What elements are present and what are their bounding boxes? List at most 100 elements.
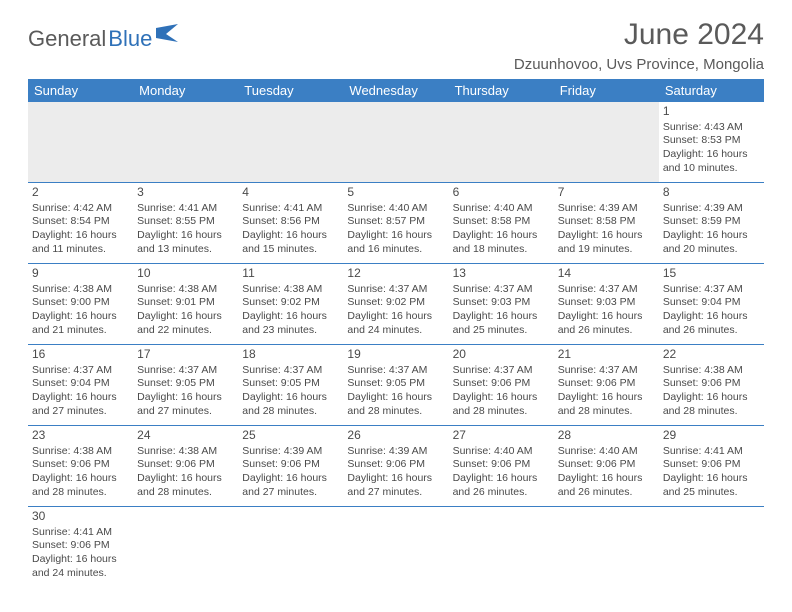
calendar-empty — [238, 507, 343, 588]
calendar-head: SundayMondayTuesdayWednesdayThursdayFrid… — [28, 79, 764, 102]
day-number: 16 — [32, 347, 129, 363]
calendar-empty — [343, 507, 448, 588]
daylight-text: Daylight: 16 hours — [242, 472, 339, 486]
calendar-week: 30Sunrise: 4:41 AMSunset: 9:06 PMDayligh… — [28, 507, 764, 588]
calendar-day: 17Sunrise: 4:37 AMSunset: 9:05 PMDayligh… — [133, 345, 238, 426]
daylight-text: and 25 minutes. — [663, 486, 760, 500]
sunset-text: Sunset: 9:06 PM — [558, 377, 655, 391]
sunset-text: Sunset: 9:04 PM — [32, 377, 129, 391]
daylight-text: and 27 minutes. — [347, 486, 444, 500]
day-number: 18 — [242, 347, 339, 363]
calendar-day: 29Sunrise: 4:41 AMSunset: 9:06 PMDayligh… — [659, 426, 764, 507]
day-header-row: SundayMondayTuesdayWednesdayThursdayFrid… — [28, 79, 764, 102]
sunset-text: Sunset: 9:06 PM — [137, 458, 234, 472]
daylight-text: and 20 minutes. — [663, 243, 760, 257]
calendar-empty — [659, 507, 764, 588]
sunset-text: Sunset: 9:03 PM — [453, 296, 550, 310]
sunrise-text: Sunrise: 4:41 AM — [663, 445, 760, 459]
sunrise-text: Sunrise: 4:37 AM — [347, 364, 444, 378]
day-number: 5 — [347, 185, 444, 201]
daylight-text: and 26 minutes. — [453, 486, 550, 500]
daylight-text: and 28 minutes. — [453, 405, 550, 419]
daylight-text: Daylight: 16 hours — [137, 391, 234, 405]
daylight-text: and 26 minutes. — [663, 324, 760, 338]
day-number: 21 — [558, 347, 655, 363]
sunrise-text: Sunrise: 4:37 AM — [558, 283, 655, 297]
daylight-text: and 13 minutes. — [137, 243, 234, 257]
daylight-text: and 16 minutes. — [347, 243, 444, 257]
daylight-text: Daylight: 16 hours — [32, 229, 129, 243]
day-header: Friday — [554, 79, 659, 102]
daylight-text: and 21 minutes. — [32, 324, 129, 338]
calendar-day: 21Sunrise: 4:37 AMSunset: 9:06 PMDayligh… — [554, 345, 659, 426]
calendar-day: 30Sunrise: 4:41 AMSunset: 9:06 PMDayligh… — [28, 507, 133, 588]
daylight-text: and 10 minutes. — [663, 162, 760, 176]
daylight-text: Daylight: 16 hours — [32, 472, 129, 486]
sunrise-text: Sunrise: 4:40 AM — [347, 202, 444, 216]
sunrise-text: Sunrise: 4:39 AM — [663, 202, 760, 216]
sunset-text: Sunset: 8:54 PM — [32, 215, 129, 229]
calendar-day: 9Sunrise: 4:38 AMSunset: 9:00 PMDaylight… — [28, 264, 133, 345]
daylight-text: Daylight: 16 hours — [663, 148, 760, 162]
daylight-text: Daylight: 16 hours — [663, 310, 760, 324]
sunrise-text: Sunrise: 4:43 AM — [663, 121, 760, 135]
day-header: Wednesday — [343, 79, 448, 102]
day-number: 12 — [347, 266, 444, 282]
title-block: June 2024 Dzuunhovoo, Uvs Province, Mong… — [514, 18, 764, 73]
sunset-text: Sunset: 9:01 PM — [137, 296, 234, 310]
sunset-text: Sunset: 9:02 PM — [347, 296, 444, 310]
brand-text-1: General — [28, 26, 106, 52]
daylight-text: and 28 minutes. — [242, 405, 339, 419]
sunrise-text: Sunrise: 4:39 AM — [347, 445, 444, 459]
daylight-text: Daylight: 16 hours — [558, 472, 655, 486]
sunset-text: Sunset: 8:58 PM — [453, 215, 550, 229]
daylight-text: Daylight: 16 hours — [663, 229, 760, 243]
calendar-day: 24Sunrise: 4:38 AMSunset: 9:06 PMDayligh… — [133, 426, 238, 507]
calendar-day: 13Sunrise: 4:37 AMSunset: 9:03 PMDayligh… — [449, 264, 554, 345]
day-number: 4 — [242, 185, 339, 201]
calendar-day: 15Sunrise: 4:37 AMSunset: 9:04 PMDayligh… — [659, 264, 764, 345]
calendar-week: 2Sunrise: 4:42 AMSunset: 8:54 PMDaylight… — [28, 183, 764, 264]
daylight-text: and 28 minutes. — [663, 405, 760, 419]
sunset-text: Sunset: 8:59 PM — [663, 215, 760, 229]
daylight-text: Daylight: 16 hours — [558, 229, 655, 243]
brand-logo: GeneralBlue — [28, 26, 182, 52]
day-number: 1 — [663, 104, 760, 120]
daylight-text: and 23 minutes. — [242, 324, 339, 338]
day-header: Monday — [133, 79, 238, 102]
page-header: GeneralBlue June 2024 Dzuunhovoo, Uvs Pr… — [28, 18, 764, 73]
calendar-day: 5Sunrise: 4:40 AMSunset: 8:57 PMDaylight… — [343, 183, 448, 264]
calendar-day: 1Sunrise: 4:43 AMSunset: 8:53 PMDaylight… — [659, 102, 764, 183]
day-number: 17 — [137, 347, 234, 363]
calendar-week: 23Sunrise: 4:38 AMSunset: 9:06 PMDayligh… — [28, 426, 764, 507]
day-number: 26 — [347, 428, 444, 444]
daylight-text: and 28 minutes. — [32, 486, 129, 500]
daylight-text: and 18 minutes. — [453, 243, 550, 257]
daylight-text: Daylight: 16 hours — [453, 472, 550, 486]
calendar-day: 8Sunrise: 4:39 AMSunset: 8:59 PMDaylight… — [659, 183, 764, 264]
daylight-text: Daylight: 16 hours — [137, 229, 234, 243]
day-number: 14 — [558, 266, 655, 282]
daylight-text: and 28 minutes. — [347, 405, 444, 419]
calendar-body: 1Sunrise: 4:43 AMSunset: 8:53 PMDaylight… — [28, 102, 764, 587]
sunset-text: Sunset: 9:05 PM — [137, 377, 234, 391]
day-number: 2 — [32, 185, 129, 201]
day-number: 25 — [242, 428, 339, 444]
calendar-day: 10Sunrise: 4:38 AMSunset: 9:01 PMDayligh… — [133, 264, 238, 345]
day-number: 6 — [453, 185, 550, 201]
brand-text-2: Blue — [108, 26, 152, 52]
calendar-empty — [554, 102, 659, 183]
day-number: 29 — [663, 428, 760, 444]
calendar-day: 2Sunrise: 4:42 AMSunset: 8:54 PMDaylight… — [28, 183, 133, 264]
sunset-text: Sunset: 9:06 PM — [453, 458, 550, 472]
sunrise-text: Sunrise: 4:42 AM — [32, 202, 129, 216]
daylight-text: Daylight: 16 hours — [242, 229, 339, 243]
day-number: 23 — [32, 428, 129, 444]
calendar-day: 19Sunrise: 4:37 AMSunset: 9:05 PMDayligh… — [343, 345, 448, 426]
day-number: 22 — [663, 347, 760, 363]
sunrise-text: Sunrise: 4:37 AM — [558, 364, 655, 378]
sunset-text: Sunset: 8:58 PM — [558, 215, 655, 229]
day-number: 30 — [32, 509, 129, 525]
calendar-week: 1Sunrise: 4:43 AMSunset: 8:53 PMDaylight… — [28, 102, 764, 183]
daylight-text: Daylight: 16 hours — [347, 391, 444, 405]
